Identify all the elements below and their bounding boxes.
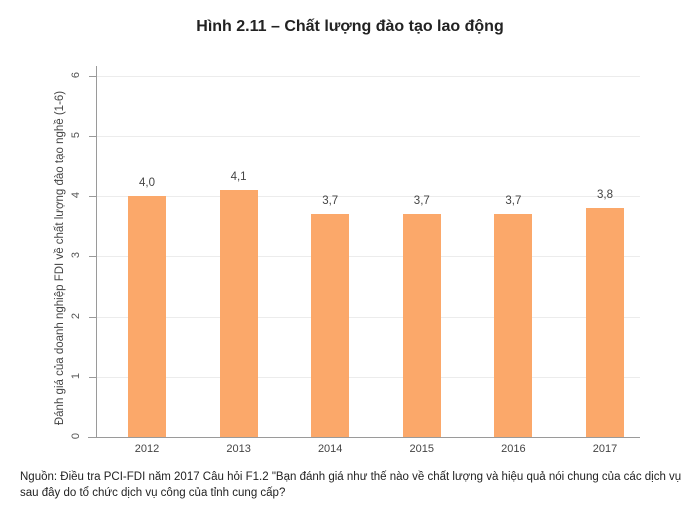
- gridline: [97, 76, 640, 77]
- x-tick-label: 2015: [409, 443, 435, 455]
- bar-2012: [128, 196, 166, 437]
- source-note: Nguồn: Điều tra PCI-FDI năm 2017 Câu hỏi…: [20, 471, 682, 499]
- y-tick-label: 0: [70, 432, 82, 440]
- x-tick-label: 2017: [592, 443, 618, 455]
- bar-value-label: 3,7: [413, 195, 430, 208]
- y-axis-line: [96, 66, 97, 438]
- y-tick-label: 1: [70, 372, 82, 380]
- x-tick-label: 2016: [501, 443, 526, 455]
- y-tick: [89, 136, 96, 137]
- x-tick-label: 2013: [226, 443, 251, 455]
- bar-chart: Đánh giá của doanh nghiệp FDI về chất lư…: [54, 66, 640, 455]
- y-tick: [89, 76, 96, 77]
- bar-2016: [494, 214, 533, 437]
- y-tick: [89, 377, 96, 378]
- y-tick: [89, 256, 96, 257]
- y-tick-label: 4: [70, 191, 82, 199]
- bar-2014: [311, 214, 350, 437]
- y-tick-label: 2: [70, 312, 82, 320]
- bar-2015: [402, 214, 441, 437]
- gridline: [97, 196, 640, 197]
- gridline: [97, 317, 640, 318]
- x-tick-label: 2012: [134, 443, 160, 455]
- bar-2017: [586, 208, 624, 437]
- bar-value-label: 3,8: [597, 189, 613, 202]
- gridline: [97, 136, 640, 137]
- chart-title: Hình 2.11 – Chất lượng đào tạo lao động: [196, 18, 504, 35]
- y-axis-label: Đánh giá của doanh nghiệp FDI về chất lư…: [54, 90, 66, 426]
- bar-value-label: 3,7: [322, 195, 339, 208]
- bar-value-label: 4,0: [139, 177, 155, 190]
- y-tick-label: 5: [70, 131, 82, 139]
- bar-value-label: 3,7: [505, 195, 522, 208]
- y-tick-label: 3: [70, 251, 82, 259]
- x-axis-line: [88, 437, 640, 438]
- y-tick: [89, 196, 96, 197]
- y-tick: [89, 317, 96, 318]
- bar-2013: [219, 190, 258, 437]
- y-tick: [89, 437, 96, 438]
- gridline: [97, 256, 640, 257]
- bar-value-label: 4,1: [230, 171, 247, 184]
- gridline: [97, 377, 640, 378]
- x-tick-label: 2014: [317, 443, 343, 455]
- y-tick-label: 6: [70, 71, 82, 79]
